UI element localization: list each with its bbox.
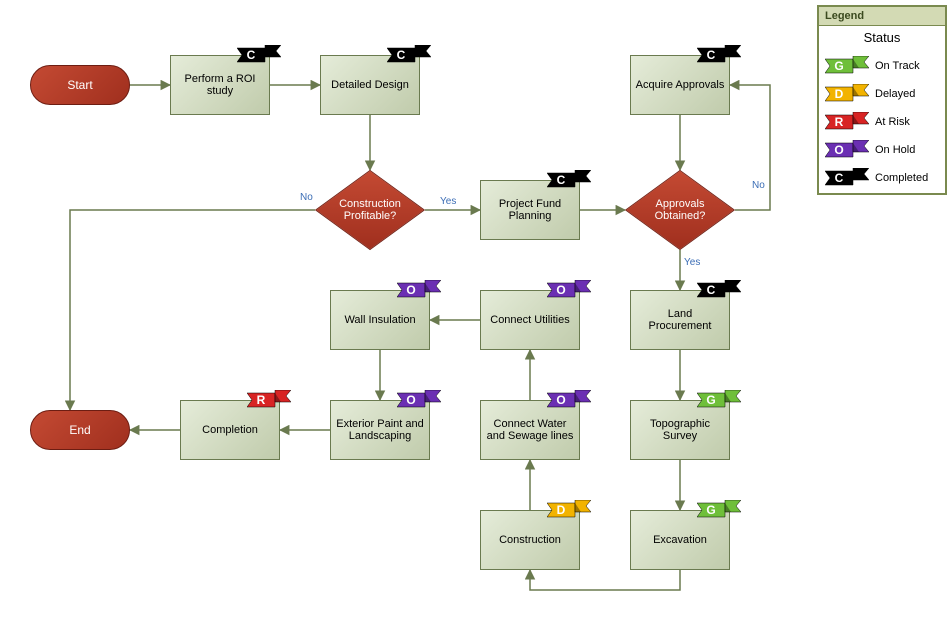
legend-items: G On Track D Delayed R At Risk O On Hold… xyxy=(819,53,945,193)
edge xyxy=(530,570,680,590)
edge-label: Yes xyxy=(684,257,700,268)
status-badge: G xyxy=(697,500,741,520)
edge xyxy=(730,85,770,210)
process-roi: Perform a ROI study C xyxy=(170,55,270,115)
process-approve: Acquire Approvals C xyxy=(630,55,730,115)
process-constr: Construction D xyxy=(480,510,580,570)
status-badge: O xyxy=(547,390,591,410)
edge-label: No xyxy=(752,180,765,191)
status-badge: O xyxy=(547,280,591,300)
process-topo: Topographic Survey G xyxy=(630,400,730,460)
process-design: Detailed Design C xyxy=(320,55,420,115)
decision-dec2: Approvals Obtained? xyxy=(625,170,735,250)
legend-title: Legend xyxy=(819,7,945,26)
status-badge: C xyxy=(697,45,741,65)
status-badge: O xyxy=(397,280,441,300)
edge-label: Yes xyxy=(440,196,456,207)
legend-row: R At Risk xyxy=(819,109,945,137)
legend: Legend Status G On Track D Delayed R At … xyxy=(817,5,947,195)
terminator-end: End xyxy=(30,410,130,450)
status-badge: D xyxy=(547,500,591,520)
process-util: Connect Utilities O xyxy=(480,290,580,350)
status-badge: C xyxy=(547,170,591,190)
legend-row: D Delayed xyxy=(819,81,945,109)
status-badge: C xyxy=(697,280,741,300)
process-fund: Project Fund Planning C xyxy=(480,180,580,240)
legend-row: O On Hold xyxy=(819,137,945,165)
status-badge: O xyxy=(397,390,441,410)
legend-row: C Completed xyxy=(819,165,945,193)
process-paint: Exterior Paint and Landscaping O xyxy=(330,400,430,460)
legend-subtitle: Status xyxy=(819,26,945,53)
edges-layer xyxy=(0,0,952,639)
process-water: Connect Water and Sewage lines O xyxy=(480,400,580,460)
decision-dec1: Construction Profitable? xyxy=(315,170,425,250)
status-badge: C xyxy=(387,45,431,65)
edge-label: No xyxy=(300,192,313,203)
terminator-start: Start xyxy=(30,65,130,105)
status-badge: R xyxy=(247,390,291,410)
process-land: Land Procurement C xyxy=(630,290,730,350)
status-badge: G xyxy=(697,390,741,410)
process-excav: Excavation G xyxy=(630,510,730,570)
legend-row: G On Track xyxy=(819,53,945,81)
process-complete: Completion R xyxy=(180,400,280,460)
process-insul: Wall Insulation O xyxy=(330,290,430,350)
edge xyxy=(70,210,315,410)
status-badge: C xyxy=(237,45,281,65)
